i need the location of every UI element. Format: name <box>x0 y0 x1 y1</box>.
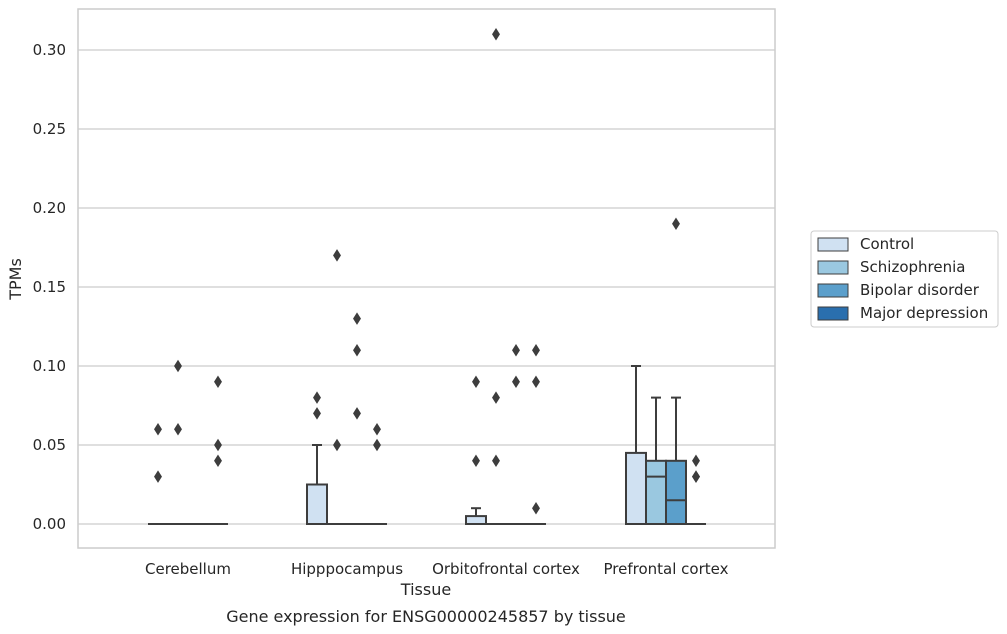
legend-swatch <box>817 260 849 275</box>
x-tick-label: Prefrontal cortex <box>604 560 729 578</box>
outlier-point <box>373 438 381 452</box>
box-bipolar-disorder <box>665 396 687 525</box>
outlier-point <box>672 217 680 231</box>
outlier-point <box>353 407 361 420</box>
box-body <box>306 483 328 525</box>
outlier-point <box>333 438 341 452</box>
y-axis-ticks: 0.00 0.05 0.10 0.15 0.20 0.25 0.30 <box>33 41 66 533</box>
outlier-point <box>333 249 341 262</box>
box-body <box>625 451 647 525</box>
outlier-point <box>492 27 500 41</box>
grid-lines <box>78 49 775 525</box>
legend-frame <box>810 230 999 328</box>
plot-area-frame <box>77 8 776 549</box>
outlier-point <box>492 391 500 404</box>
outlier-point <box>214 438 222 452</box>
x-tick-label: Hipppocampus <box>291 560 403 578</box>
box-body <box>645 459 667 525</box>
outlier-point <box>692 470 700 483</box>
legend-swatch <box>817 283 849 298</box>
y-tick-label: 0.05 <box>33 436 66 454</box>
legend-label: Schizophrenia <box>860 258 965 276</box>
outlier-point <box>174 422 182 436</box>
outlier-point <box>154 470 162 483</box>
outlier-point <box>472 454 480 468</box>
outlier-point <box>174 359 182 373</box>
outlier-point <box>492 454 500 468</box>
outlier-point <box>353 312 361 325</box>
box-control <box>306 444 328 525</box>
outlier-point <box>214 454 222 468</box>
box-schizophrenia <box>645 396 667 525</box>
outlier-point <box>373 422 381 436</box>
outlier-point <box>512 343 520 357</box>
legend-label: Control <box>860 235 914 253</box>
y-tick-label: 0.30 <box>33 41 66 59</box>
y-tick-label: 0.25 <box>33 120 66 138</box>
legend-label: Major depression <box>860 304 988 322</box>
box-body <box>665 459 687 525</box>
x-axis-title: Tissue <box>400 580 451 599</box>
legend-label: Bipolar disorder <box>860 281 980 299</box>
y-tick-label: 0.10 <box>33 357 66 375</box>
y-tick-label: 0.00 <box>33 515 66 533</box>
x-tick-label: Orbitofrontal cortex <box>432 560 580 578</box>
outlier-point <box>353 343 361 357</box>
outlier-point <box>512 375 520 389</box>
boxes <box>148 365 706 525</box>
box-body <box>465 515 487 525</box>
legend-swatch <box>817 306 849 321</box>
chart-caption: Gene expression for ENSG00000245857 by t… <box>226 607 626 626</box>
outliers <box>154 27 700 515</box>
x-axis-ticks: Cerebellum Hipppocampus Orbitofrontal cort… <box>145 560 729 578</box>
box-control <box>465 507 487 525</box>
outlier-point <box>532 375 540 389</box>
y-axis-title: TPMs <box>6 258 25 301</box>
outlier-point <box>692 454 700 468</box>
outlier-point <box>532 501 540 515</box>
outlier-point <box>532 343 540 357</box>
outlier-point <box>214 375 222 389</box>
y-tick-label: 0.20 <box>33 199 66 217</box>
outlier-point <box>313 407 321 420</box>
outlier-point <box>472 375 480 389</box>
legend-swatch <box>817 237 849 252</box>
outlier-point <box>313 391 321 404</box>
legend: Control Schizophrenia Bipolar disorder Majo… <box>810 230 999 328</box>
outlier-point <box>154 422 162 436</box>
y-tick-label: 0.15 <box>33 278 66 296</box>
x-tick-label: Cerebellum <box>145 560 231 578</box>
